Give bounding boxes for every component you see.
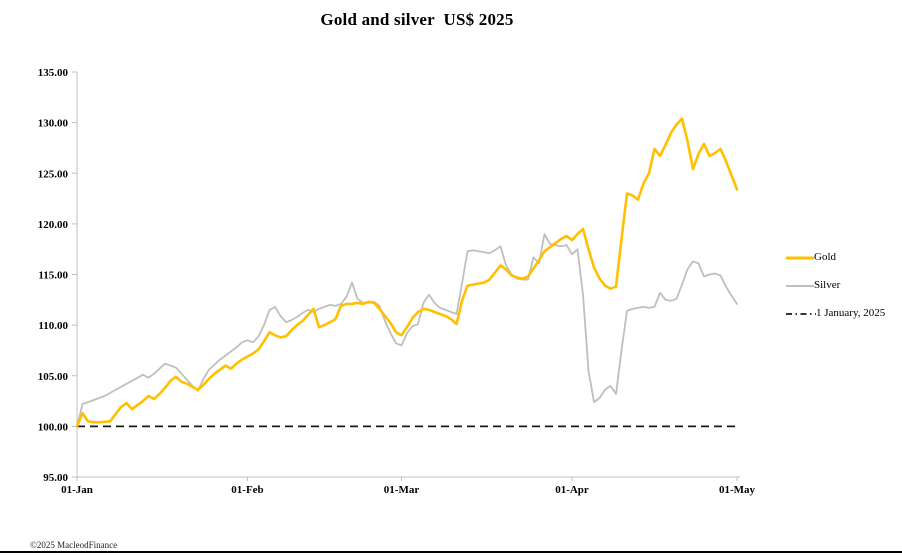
chart-title: Gold and silver US$ 2025 (320, 10, 514, 29)
copyright-text: ©2025 MacleodFinance (30, 540, 118, 550)
y-tick-label: 120.00 (38, 219, 69, 231)
silver-series-line (76, 233, 738, 428)
legend-label-gold: Gold (814, 251, 836, 263)
x-tick-label: 01-Feb (231, 484, 263, 496)
y-tick-label: 135.00 (38, 67, 69, 79)
legend-item-baseline: 1 January, 2025 (786, 308, 885, 319)
chart-legend: Gold Silver 1 January, 2025 (786, 252, 885, 319)
y-tick-label: 110.00 (38, 320, 68, 332)
y-tick-label: 95.00 (43, 472, 68, 484)
legend-label-silver: Silver (814, 279, 841, 291)
legend-label-baseline: 1 January, 2025 (816, 307, 886, 319)
gold-series-line (75, 117, 739, 428)
bottom-rule (0, 551, 902, 553)
x-tick-label: 01-May (719, 484, 756, 496)
y-tick-label: 130.00 (38, 118, 69, 130)
x-tick-label: 01-Mar (384, 484, 420, 496)
y-tick-label: 100.00 (38, 421, 69, 433)
x-tick-label: 01-Jan (61, 484, 93, 496)
y-tick-label: 105.00 (38, 371, 69, 383)
gold-line-swatch-icon (786, 256, 814, 259)
silver-line-swatch-icon (786, 284, 814, 287)
legend-item-silver: Silver (786, 280, 885, 291)
x-tick-label: 01-Apr (555, 484, 589, 496)
dashed-line-swatch-icon (786, 312, 816, 315)
y-tick-label: 125.00 (38, 168, 69, 180)
legend-item-gold: Gold (786, 252, 885, 263)
y-tick-label: 115.00 (38, 270, 68, 282)
